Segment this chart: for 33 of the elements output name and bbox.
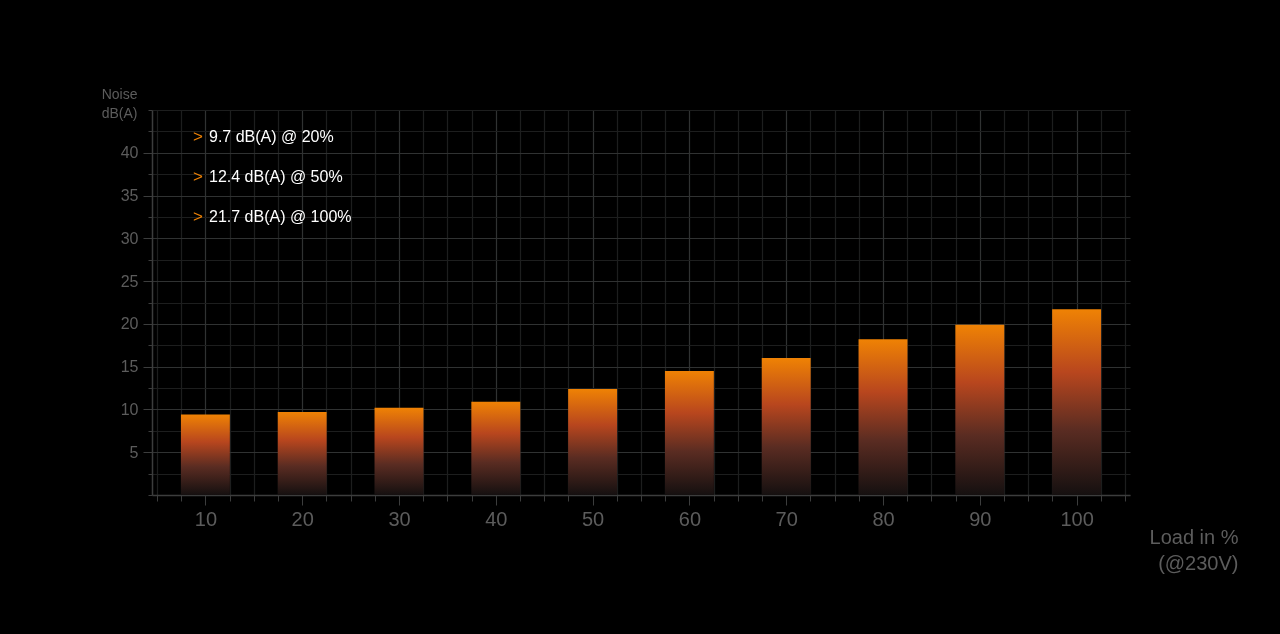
x-tick-label: 50: [581, 507, 605, 530]
bar: [277, 412, 327, 495]
x-axis-title: Load in % (@230V): [1149, 525, 1239, 574]
x-tick-label: 60: [678, 507, 702, 530]
x-tick-label: 70: [775, 507, 798, 530]
y-tick-label: 10: [120, 400, 139, 418]
bar: [1052, 309, 1102, 495]
annotation: > 21.7 dB(A) @ 100%: [193, 207, 352, 226]
y-tick-label: 20: [120, 315, 139, 333]
x-tick-label: 20: [291, 507, 314, 530]
x-tick-label: 30: [388, 507, 411, 530]
y-tick-label: 35: [120, 187, 139, 205]
y-tick-label: 15: [120, 358, 139, 376]
bar: [471, 401, 521, 495]
bar: [858, 339, 908, 495]
x-tick-label: 80: [872, 507, 895, 530]
x-tick-label: 100: [1060, 507, 1094, 530]
bar: [664, 370, 714, 495]
x-tick-label: 40: [485, 507, 508, 530]
y-axis-title: Noise dB(A): [101, 85, 138, 121]
bar: [374, 407, 424, 495]
annotation: > 12.4 dB(A) @ 50%: [193, 167, 343, 186]
bar: [568, 388, 618, 495]
y-tick-label: 30: [120, 229, 139, 247]
x-tick-label: 10: [194, 507, 218, 530]
x-tick-label: 90: [969, 507, 992, 530]
bar: [955, 324, 1005, 495]
bar: [180, 414, 230, 495]
annotation: > 9.7 dB(A) @ 20%: [193, 127, 334, 146]
y-tick-label: 40: [120, 144, 139, 162]
y-tick-label: 25: [120, 272, 139, 290]
bar: [761, 358, 811, 495]
y-tick-label: 5: [129, 443, 139, 461]
